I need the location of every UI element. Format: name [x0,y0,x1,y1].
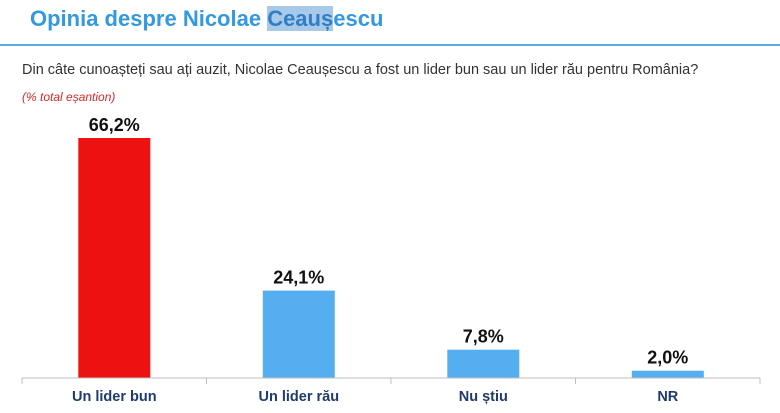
category-label-2: Nu știu [459,389,508,405]
value-label-2: 7,8% [463,327,504,347]
chart-title: Opinia despre Nicolae Ceaușescu [30,6,383,32]
bar-2 [447,349,520,378]
bar-1 [262,290,335,378]
category-label-1: Un lider rău [259,389,340,405]
bar-3 [631,370,704,378]
title-divider [0,44,780,46]
value-label-1: 24,1% [273,268,324,288]
bar-0 [78,138,151,378]
survey-question: Din câte cunoașteți sau ați auzit, Nicol… [22,62,699,78]
value-label-3: 2,0% [647,348,688,368]
value-label-0: 66,2% [89,115,140,135]
category-label-3: NR [657,389,678,405]
title-prefix: Opinia despre Nicolae [30,6,268,31]
title-highlight: Ceauș [267,6,334,31]
sample-note: (% total eșantion) [22,90,116,104]
category-label-0: Un lider bun [72,389,157,405]
title-suffix: escu [333,6,384,31]
